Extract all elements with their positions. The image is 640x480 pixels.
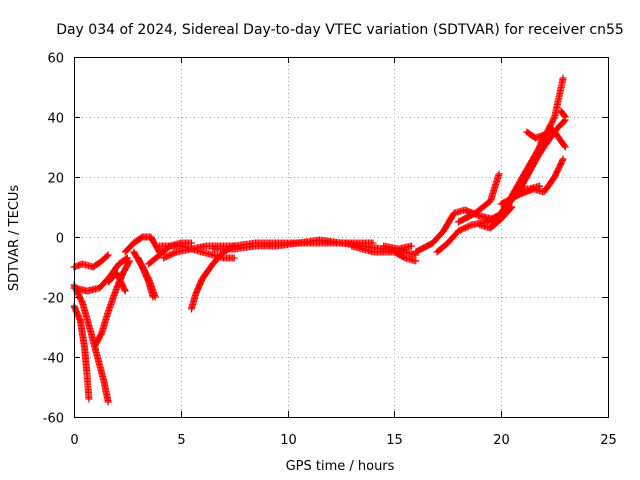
- series-markers: [155, 242, 238, 262]
- ticks: [74, 57, 609, 418]
- series-track-20: [455, 170, 503, 226]
- series-track-17: [380, 242, 415, 253]
- x-tick-label: 10: [280, 433, 297, 448]
- y-tick-label: 40: [47, 112, 64, 127]
- series-markers: [380, 242, 415, 253]
- x-tick-labels: 0 5 10 15 20 25: [70, 433, 616, 448]
- x-tick-label: 0: [70, 433, 78, 448]
- series-track-9: [134, 254, 159, 301]
- y-tick-labels: -60 -40 -20 0 20 40 60: [43, 52, 64, 427]
- series-markers: [557, 107, 569, 121]
- series-track-7: [121, 233, 163, 256]
- series-markers: [523, 128, 548, 142]
- y-tick-label: -20: [43, 292, 64, 307]
- series-track-6: [104, 269, 129, 295]
- series-markers: [348, 242, 420, 265]
- series-markers: [455, 170, 503, 226]
- chart-title: Day 034 of 2024, Sidereal Day-to-day VTE…: [56, 22, 624, 38]
- y-tick-label: -60: [43, 412, 64, 427]
- x-axis-label: GPS time / hours: [286, 459, 395, 474]
- series-markers: [104, 269, 129, 295]
- series-markers: [514, 182, 544, 193]
- series-track-16: [348, 242, 420, 265]
- grid: [74, 57, 608, 417]
- y-tick-label: 0: [56, 232, 64, 247]
- x-tick-label: 15: [386, 433, 403, 448]
- series-markers: [121, 233, 163, 256]
- x-tick-label: 20: [493, 433, 510, 448]
- y-tick-label: 60: [47, 52, 64, 67]
- series-track-27: [523, 128, 548, 142]
- y-tick-label: 20: [47, 172, 64, 187]
- series-track-13: [155, 242, 238, 262]
- y-axis-label: SDTVAR / TECUs: [7, 185, 22, 292]
- y-tick-label: -40: [43, 352, 64, 367]
- series-markers: [134, 254, 159, 301]
- data-layer: [70, 74, 569, 406]
- x-tick-label: 5: [177, 433, 185, 448]
- x-tick-label: 25: [600, 433, 617, 448]
- series-track-26: [514, 182, 544, 193]
- series-track-28: [557, 107, 569, 121]
